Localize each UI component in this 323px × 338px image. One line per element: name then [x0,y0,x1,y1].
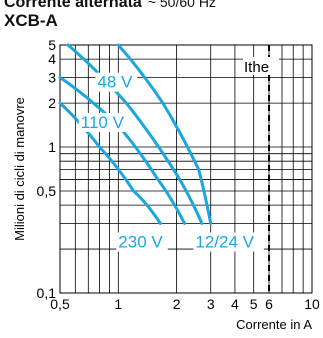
series-label-bg-1 [78,113,131,133]
chart-subtitle: XCB-A [4,11,58,30]
x-axis-label: Corrente in A [236,317,312,332]
x-tick-label: 0,5 [50,296,70,312]
y-tick-label: 4 [48,51,56,67]
ithe-label: Ithe [244,59,269,76]
x-tick-label: 4 [231,296,239,312]
series-line-2 [66,43,204,225]
y-tick-label: 2 [48,95,56,111]
series-label-2: 48 V [97,73,133,92]
y-tick-label: 5 [48,37,56,53]
x-tick-label: 5 [250,296,258,312]
chart-title: Corrente alternata [4,0,142,11]
series-label-bg-0 [116,232,168,252]
chart-title-line1: Corrente alternata ~ 50/60 Hz [4,0,216,11]
plot-frame [59,44,313,294]
ithe-label-bg [243,57,280,75]
series-label-bg-3 [193,232,264,252]
x-tick-label: 10 [304,296,320,312]
series-label-3: 12/24 V [195,232,254,251]
y-axis-label: Milioni di cicli di manovre [12,97,27,241]
x-tick-label: 2 [173,296,181,312]
y-tick-label: 0,1 [37,285,57,301]
series-label-0: 230 V [118,232,163,251]
x-tick-label: 6 [265,296,273,312]
y-tick-label: 3 [48,69,56,85]
series-label-bg-2 [95,72,138,92]
x-tick-label: 1 [114,296,122,312]
y-tick-label: 0,5 [37,183,57,199]
x-tick-label: 3 [207,296,215,312]
y-tick-label: 1 [48,139,56,155]
series-line-1 [58,75,187,225]
series-label-1: 110 V [81,113,125,132]
series-line-3 [116,43,213,225]
chart-title-suffix: ~ 50/60 Hz [147,0,216,10]
